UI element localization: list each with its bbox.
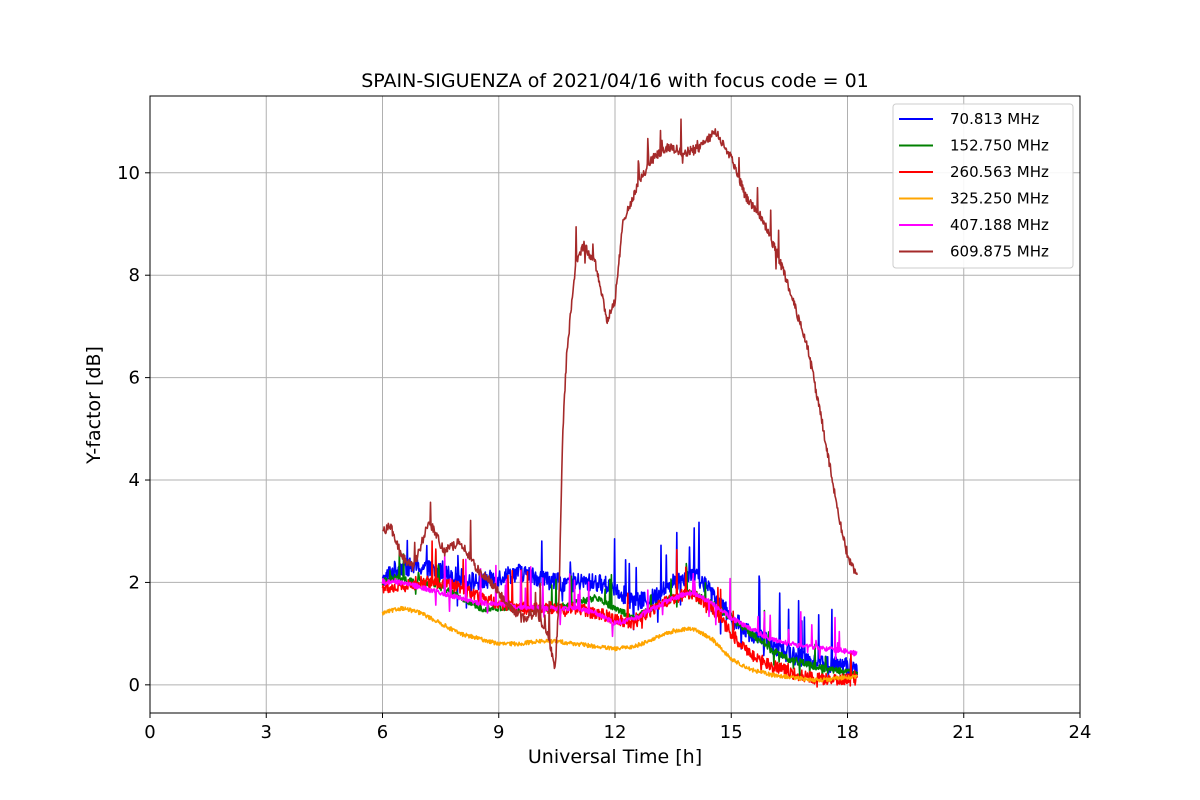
series-line bbox=[381, 555, 858, 660]
legend-label: 609.875 MHz bbox=[950, 243, 1049, 261]
x-tick-label: 6 bbox=[377, 722, 388, 743]
x-tick-label: 9 bbox=[493, 722, 504, 743]
x-tick-label: 0 bbox=[144, 722, 155, 743]
y-axis-label: Y-factor [dB] bbox=[83, 346, 105, 465]
y-tick-label: 8 bbox=[129, 265, 140, 286]
legend-label: 152.750 MHz bbox=[950, 137, 1049, 155]
series-line bbox=[382, 118, 858, 670]
y-tick-label: 2 bbox=[129, 572, 140, 593]
y-tick-label: 4 bbox=[129, 470, 140, 491]
y-tick-label: 10 bbox=[117, 163, 140, 184]
x-tick-label: 3 bbox=[261, 722, 272, 743]
legend-label: 407.188 MHz bbox=[950, 216, 1049, 234]
legend-box bbox=[892, 103, 1074, 269]
x-tick-label: 15 bbox=[720, 722, 743, 743]
series-line bbox=[381, 605, 858, 683]
y-tick-label: 0 bbox=[129, 675, 140, 696]
x-tick-label: 21 bbox=[952, 722, 975, 743]
x-axis-label: Universal Time [h] bbox=[528, 746, 702, 768]
y-tick-label: 6 bbox=[129, 368, 140, 389]
x-tick-label: 24 bbox=[1069, 722, 1092, 743]
legend: 70.813 MHz 152.750 MHz 260.563 MHz 325.250 … bbox=[892, 103, 1074, 269]
series-lines bbox=[381, 118, 858, 688]
x-tick-label: 18 bbox=[836, 722, 859, 743]
legend-label: 260.563 MHz bbox=[950, 163, 1049, 181]
legend-label: 70.813 MHz bbox=[950, 110, 1039, 128]
chart-title: SPAIN-SIGUENZA of 2021/04/16 with focus … bbox=[361, 70, 869, 92]
x-tick-label: 12 bbox=[604, 722, 627, 743]
legend-label: 325.250 MHz bbox=[950, 190, 1049, 208]
